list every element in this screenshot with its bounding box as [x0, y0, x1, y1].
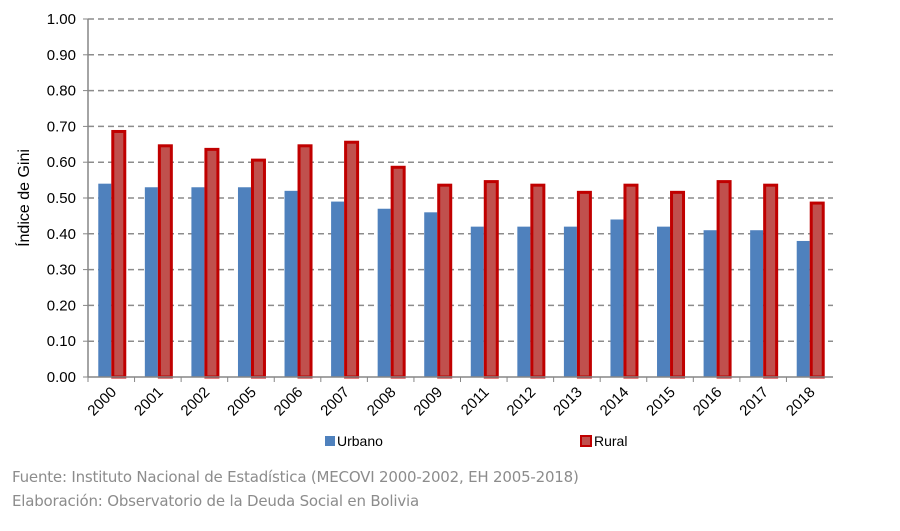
bar-urbano-2006 — [284, 190, 298, 377]
y-tick-label: 0.90 — [47, 47, 76, 64]
y-tick-label: 0.20 — [47, 297, 76, 314]
x-tick-label: 2016 — [690, 384, 726, 420]
x-tick-label: 2014 — [597, 384, 633, 420]
bar-urbano-2009 — [424, 212, 438, 377]
x-tick-label: 2006 — [271, 384, 307, 420]
y-tick-label: 1.00 — [47, 11, 76, 28]
y-tick-label: 0.40 — [47, 226, 76, 243]
x-tick-label: 2005 — [224, 384, 260, 420]
x-tick-label: 2017 — [736, 384, 772, 420]
x-tick-label: 2007 — [317, 384, 353, 420]
bar-urbano-2002 — [191, 187, 205, 377]
y-tick-label: 0.00 — [47, 369, 76, 386]
bar-urbano-2005 — [237, 187, 251, 377]
bar-rural-2018 — [809, 201, 825, 379]
bars — [98, 129, 825, 379]
x-tick-label: 2009 — [410, 384, 446, 420]
legend: Urbano Rural — [325, 433, 627, 449]
bar-urbano-2008 — [377, 208, 391, 377]
bar-urbano-2016 — [703, 230, 717, 377]
bar-urbano-2015 — [657, 226, 671, 377]
y-tick-label: 0.30 — [47, 262, 76, 279]
y-tick-label: 0.70 — [47, 118, 76, 135]
legend-swatch-rural — [580, 435, 592, 447]
y-tick-label: 0.80 — [47, 83, 76, 100]
x-tick-label: 2011 — [458, 384, 493, 419]
axes — [87, 19, 833, 378]
bar-rural-2006 — [297, 144, 313, 379]
bar-rural-2011 — [483, 180, 499, 379]
bar-urbano-2000 — [98, 183, 112, 377]
bar-rural-2014 — [623, 183, 639, 379]
x-tick-label: 2018 — [783, 384, 819, 420]
y-tick-label: 0.10 — [47, 333, 76, 350]
x-tick-label: 2015 — [643, 384, 679, 420]
bar-rural-2015 — [670, 190, 686, 379]
bar-rural-2016 — [716, 180, 732, 379]
bar-rural-2007 — [344, 140, 360, 379]
bar-urbano-2011 — [470, 226, 484, 377]
y-axis-ticks: 0.00 0.10 0.20 0.30 0.40 0.50 0.60 0.70 0.80 0.90… — [47, 11, 88, 386]
bar-rural-2017 — [763, 183, 779, 379]
legend-label-rural: Rural — [594, 433, 627, 449]
bar-urbano-2018 — [796, 240, 810, 377]
x-tick-label: 2012 — [504, 384, 540, 420]
x-tick-label: 2001 — [131, 384, 167, 420]
elaboration-note: Elaboración: Observatorio de la Deuda So… — [12, 492, 419, 510]
legend-swatch-urbano — [325, 436, 335, 446]
bar-urbano-2001 — [144, 187, 158, 377]
x-tick-label: 2008 — [364, 384, 400, 420]
bar-rural-2000 — [111, 129, 127, 379]
bar-urbano-2007 — [331, 201, 345, 377]
bar-rural-2013 — [576, 190, 592, 379]
x-tick-label: 2002 — [178, 384, 214, 420]
x-tick-label: 2000 — [84, 384, 120, 420]
bar-rural-2009 — [437, 183, 453, 379]
bar-urbano-2017 — [750, 230, 764, 377]
x-tick-label: 2013 — [550, 384, 586, 420]
bar-rural-2005 — [250, 158, 266, 379]
bar-urbano-2014 — [610, 219, 624, 377]
bar-rural-2012 — [530, 183, 546, 379]
y-axis-label: Índice de Gini — [14, 149, 33, 247]
bar-rural-2008 — [390, 165, 406, 379]
bar-rural-2002 — [204, 147, 220, 379]
source-note: Fuente: Instituto Nacional de Estadístic… — [12, 468, 579, 486]
bar-urbano-2013 — [563, 226, 577, 377]
bar-rural-2001 — [157, 144, 173, 379]
y-tick-label: 0.50 — [47, 190, 76, 207]
x-axis-ticks: 2000 2001 2002 2005 2006 2007 2008 2009 2011 2012… — [84, 377, 819, 420]
y-tick-label: 0.60 — [47, 154, 76, 171]
legend-label-urbano: Urbano — [337, 433, 383, 449]
bar-urbano-2012 — [517, 226, 531, 377]
